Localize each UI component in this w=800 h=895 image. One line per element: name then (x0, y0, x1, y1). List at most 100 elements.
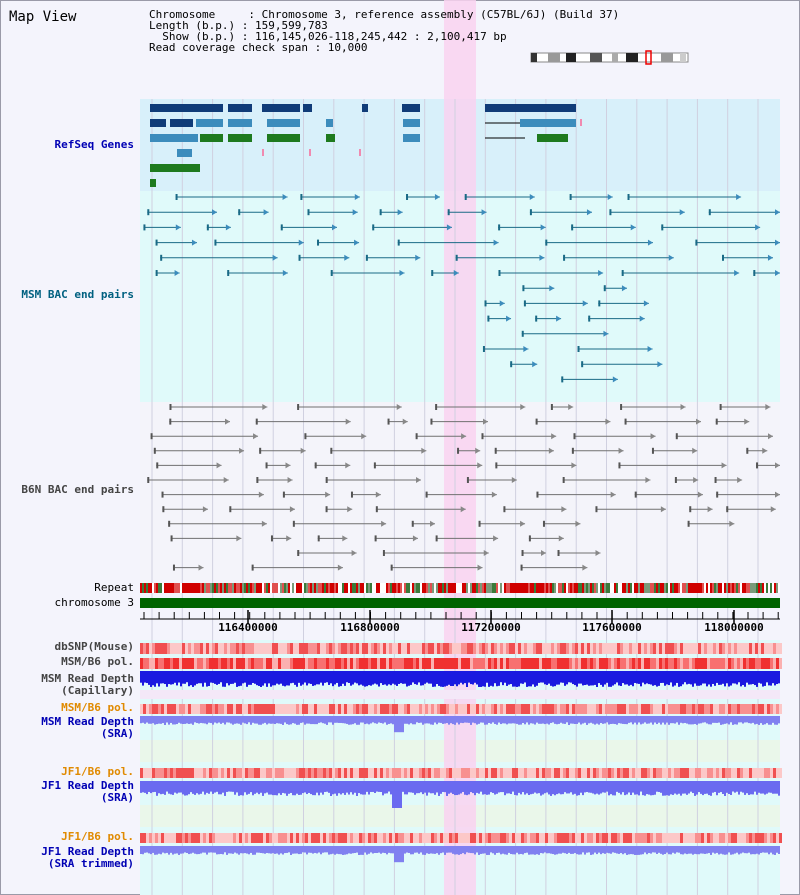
repeat-block (632, 583, 634, 593)
jf1-depth-trimmed-bar (698, 846, 700, 855)
track-label-refseq[interactable]: RefSeq Genes (54, 138, 134, 151)
track-label-msm-bac[interactable]: MSM BAC end pairs (21, 288, 134, 301)
msm-depth-sra-bar (258, 716, 260, 725)
msm-depth-sra-bar (334, 716, 336, 723)
jf1-pol-strip (212, 768, 215, 778)
bac-end-arrow (548, 447, 554, 454)
jf1-pol-strip (458, 768, 461, 778)
repeat-block (340, 583, 342, 593)
msm-pol-strip (230, 658, 233, 669)
bac-end (609, 209, 612, 216)
jf1-depth-sra-bar (558, 781, 560, 794)
jf1-depth-sra-bar (752, 781, 754, 795)
jf1-pol-strip (245, 768, 248, 778)
msm-depth-sra-bar (148, 716, 150, 724)
msm-pol-strip-2 (665, 704, 668, 714)
jf1-pol-strip-2 (437, 833, 440, 843)
dbsnp-strip (740, 643, 743, 654)
msm-depth-sra-bar (684, 716, 686, 723)
msm-depth-capillary-bar (700, 671, 702, 686)
repeat-block (472, 583, 474, 593)
dbsnp-strip (611, 643, 614, 654)
jf1-pol-strip-2 (287, 833, 290, 843)
jf1-pol-strip-2 (665, 833, 668, 843)
dbsnp-strip (401, 643, 404, 654)
jf1-depth-sra-bar (596, 781, 598, 794)
dbsnp-strip (551, 643, 554, 654)
jf1-depth-trimmed-bar (150, 846, 152, 855)
msm-depth-capillary-bar (698, 671, 700, 686)
msm-pol-strip (662, 658, 665, 669)
msm-pol-strip-2 (314, 704, 317, 714)
bac-end (150, 433, 153, 440)
track-label-b6n-bac[interactable]: B6N BAC end pairs (21, 483, 134, 496)
jf1-pol-strip (560, 768, 563, 778)
msm-pol-strip-2 (578, 704, 581, 714)
jf1-pol-strip-2 (410, 833, 413, 843)
jf1-depth-trimmed-bar (244, 846, 246, 854)
repeat-block (244, 583, 246, 593)
repeat-block (368, 583, 370, 593)
jf1-pol-strip (335, 768, 338, 778)
jf1-depth-sra-bar (698, 781, 700, 793)
dbsnp-strip (302, 643, 305, 654)
msm-depth-sra-bar (564, 716, 566, 724)
dbsnp-strip (323, 643, 326, 654)
jf1-depth-trimmed-bar (202, 846, 204, 853)
jf1-pol-strip (623, 768, 626, 778)
msm-pol-strip-2 (434, 704, 437, 714)
bac-end (494, 447, 497, 454)
jf1-pol-strip-2 (170, 833, 173, 843)
msm-depth-capillary-bar (234, 671, 236, 683)
jf1-pol-strip (278, 768, 281, 778)
jf1-depth-sra-bar (380, 781, 382, 793)
dbsnp-strip (512, 643, 515, 654)
msm-depth-capillary-bar (338, 671, 340, 687)
msm-pol-strip-2 (779, 704, 782, 714)
jf1-depth-trimmed-bar (600, 846, 602, 855)
repeat-block (314, 583, 316, 593)
msm-depth-sra-bar (704, 716, 706, 723)
jf1-pol-strip-2 (593, 833, 596, 843)
repeat-block (292, 583, 294, 593)
msm-pol-strip-2 (530, 704, 533, 714)
jf1-pol-strip-2 (716, 833, 719, 843)
jf1-depth-sra-bar (378, 781, 380, 792)
jf1-pol-strip-2 (233, 833, 236, 843)
jf1-depth-trimmed-bar (624, 846, 626, 854)
dbsnp-strip (539, 643, 542, 654)
jf1-pol-strip (260, 768, 263, 778)
repeat-block (746, 583, 748, 593)
jf1-pol-strip (695, 768, 698, 778)
msm-pol-strip-2 (176, 704, 179, 714)
jf1-depth-sra-bar (590, 781, 592, 793)
dbsnp-strip (509, 643, 512, 654)
msm-pol-strip-2 (203, 704, 206, 714)
msm-depth-sra-bar (274, 716, 276, 725)
jf1-depth-trimmed-bar (618, 846, 620, 854)
jf1-depth-trimmed-bar (754, 846, 756, 855)
msm-pol-strip (644, 658, 647, 669)
jf1-depth-sra-bar (770, 781, 772, 793)
repeat-block (658, 583, 660, 593)
dbsnp-strip (593, 643, 596, 654)
jf1-depth-sra-bar (486, 781, 488, 795)
bac-end (325, 477, 328, 483)
msm-depth-sra-bar (412, 716, 414, 725)
jf1-depth-trimmed-bar (322, 846, 324, 853)
bac-end (571, 224, 574, 231)
msm-pol-strip-2 (686, 704, 689, 714)
dbsnp-strip (359, 643, 362, 654)
jf1-pol-strip-2 (644, 833, 647, 843)
msm-depth-capillary-bar (436, 671, 438, 685)
jf1-depth-trimmed-bar (476, 846, 478, 853)
msm-depth-sra-bar (702, 716, 704, 723)
jf1-pol-strip (551, 768, 554, 778)
jf1-depth-sra-bar (524, 781, 526, 795)
gene-feature (326, 134, 335, 142)
dbsnp-strip (140, 643, 143, 654)
msm-pol-strip (611, 658, 614, 669)
jf1-pol-strip (671, 768, 674, 778)
bac-end-arrow (668, 254, 674, 261)
msm-depth-sra-bar (740, 716, 742, 723)
